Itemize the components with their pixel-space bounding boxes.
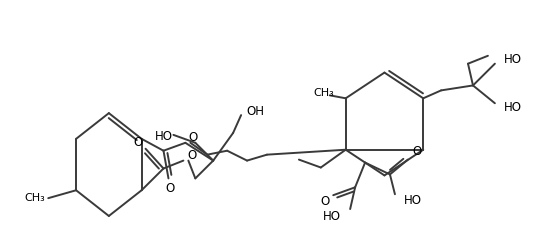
Text: HO: HO [155,130,172,143]
Text: O: O [166,182,175,195]
Text: HO: HO [504,101,522,114]
Text: OH: OH [246,105,264,118]
Text: O: O [133,136,142,149]
Text: O: O [321,195,330,208]
Text: O: O [412,145,421,158]
Text: CH₃: CH₃ [24,193,44,203]
Text: HO: HO [504,53,522,66]
Text: HO: HO [404,194,422,207]
Text: CH₃: CH₃ [314,88,334,98]
Text: O: O [188,131,198,144]
Text: HO: HO [323,210,341,223]
Text: O: O [188,149,197,162]
